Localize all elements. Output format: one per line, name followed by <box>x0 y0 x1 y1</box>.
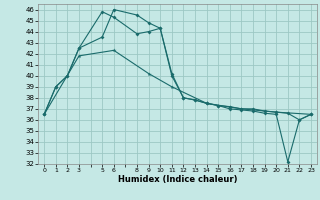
X-axis label: Humidex (Indice chaleur): Humidex (Indice chaleur) <box>118 175 237 184</box>
